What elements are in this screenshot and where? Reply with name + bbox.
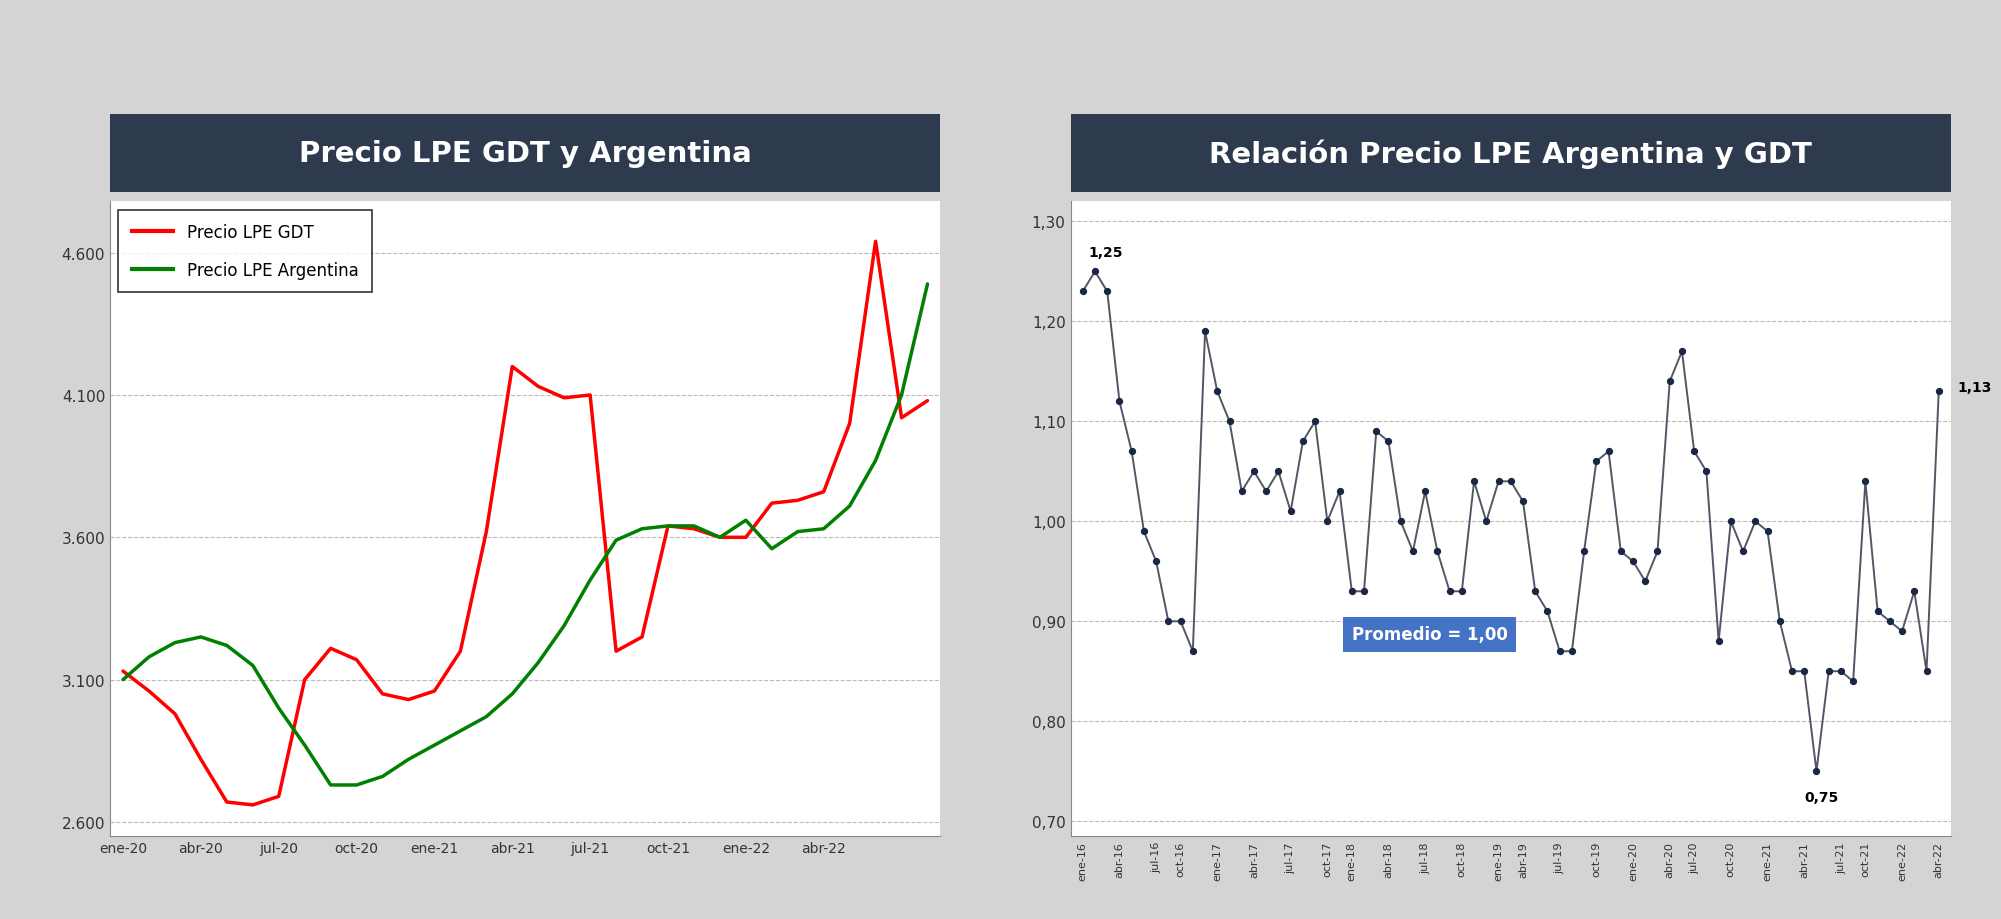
Point	[1165, 614, 1197, 629]
Point	[1311, 515, 1343, 529]
Point	[1507, 494, 1539, 509]
Point	[1861, 605, 1893, 619]
Point	[1629, 574, 1661, 589]
Point	[1275, 505, 1307, 519]
Point	[1495, 474, 1527, 489]
Point	[1739, 515, 1771, 529]
Point	[1251, 484, 1283, 499]
Point	[1519, 584, 1551, 599]
Point	[1067, 285, 1099, 300]
Point	[1703, 634, 1735, 649]
Point	[1287, 435, 1319, 449]
Text: Relación Precio LPE Argentina y GDT: Relación Precio LPE Argentina y GDT	[1209, 139, 1813, 169]
Point	[1825, 664, 1857, 679]
Point	[1141, 554, 1173, 569]
Point	[1227, 484, 1259, 499]
Point	[1323, 484, 1355, 499]
Point	[1849, 474, 1881, 489]
Point	[1349, 584, 1381, 599]
Point	[1813, 664, 1845, 679]
Point	[1727, 544, 1759, 559]
Text: Promedio = 1,00: Promedio = 1,00	[1353, 626, 1507, 643]
Point	[1557, 644, 1589, 659]
Point	[1447, 584, 1479, 599]
Legend: Precio LPE GDT, Precio LPE Argentina: Precio LPE GDT, Precio LPE Argentina	[118, 210, 372, 293]
Point	[1103, 394, 1135, 409]
Point	[1263, 464, 1295, 479]
Point	[1153, 614, 1185, 629]
Point	[1337, 584, 1369, 599]
Point	[1715, 515, 1747, 529]
Point	[1873, 614, 1905, 629]
Point	[1397, 544, 1429, 559]
Point	[1239, 464, 1271, 479]
Point	[1777, 664, 1809, 679]
Point	[1789, 664, 1821, 679]
Point	[1091, 285, 1123, 300]
Point	[1653, 375, 1685, 390]
Point	[1213, 414, 1245, 429]
Point	[1679, 445, 1711, 460]
Text: Precio LPE GDT y Argentina: Precio LPE GDT y Argentina	[298, 140, 752, 168]
Point	[1373, 435, 1405, 449]
Point	[1177, 644, 1209, 659]
Point	[1911, 664, 1943, 679]
Point	[1751, 525, 1783, 539]
Point	[1899, 584, 1931, 599]
Point	[1421, 544, 1453, 559]
Point	[1887, 624, 1919, 639]
Text: 1,25: 1,25	[1089, 246, 1123, 260]
Point	[1433, 584, 1465, 599]
Text: 1,13: 1,13	[1957, 381, 1991, 395]
Point	[1569, 544, 1601, 559]
Point	[1483, 474, 1515, 489]
Point	[1581, 455, 1613, 470]
Point	[1593, 445, 1625, 460]
Point	[1605, 544, 1637, 559]
Point	[1641, 544, 1673, 559]
Point	[1763, 614, 1795, 629]
Point	[1201, 384, 1233, 399]
Point	[1129, 525, 1161, 539]
Point	[1801, 764, 1833, 778]
Point	[1837, 675, 1869, 689]
Point	[1617, 554, 1649, 569]
Point	[1471, 515, 1503, 529]
Point	[1117, 445, 1149, 460]
Point	[1299, 414, 1331, 429]
Point	[1667, 345, 1699, 359]
Point	[1385, 515, 1417, 529]
Point	[1543, 644, 1575, 659]
Text: 0,75: 0,75	[1805, 790, 1839, 804]
Point	[1691, 464, 1723, 479]
Point	[1361, 425, 1393, 439]
Point	[1189, 324, 1221, 339]
Point	[1531, 605, 1563, 619]
Point	[1409, 484, 1441, 499]
Point	[1079, 265, 1111, 279]
Point	[1923, 384, 1955, 399]
Point	[1459, 474, 1491, 489]
